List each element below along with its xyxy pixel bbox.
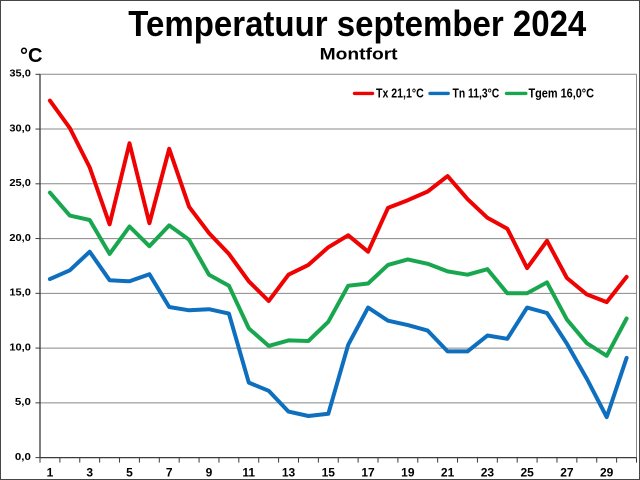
svg-text:25: 25 xyxy=(520,465,534,479)
svg-text:9: 9 xyxy=(206,465,213,479)
svg-text:Temperatuur september 2024: Temperatuur september 2024 xyxy=(128,3,586,44)
svg-text:Montfort: Montfort xyxy=(320,45,399,63)
svg-text:27: 27 xyxy=(560,465,574,479)
svg-text:35,0: 35,0 xyxy=(9,68,31,80)
svg-text:23: 23 xyxy=(481,465,495,479)
svg-text:Tn 11,3°C: Tn 11,3°C xyxy=(453,85,500,100)
svg-text:°C: °C xyxy=(20,45,43,67)
svg-text:13: 13 xyxy=(282,465,296,479)
svg-text:21: 21 xyxy=(441,465,455,479)
svg-text:15: 15 xyxy=(322,465,336,479)
svg-text:20,0: 20,0 xyxy=(9,232,31,244)
svg-text:5,0: 5,0 xyxy=(15,396,31,408)
svg-text:1: 1 xyxy=(47,465,54,479)
svg-text:7: 7 xyxy=(166,465,173,479)
svg-text:5: 5 xyxy=(126,465,133,479)
svg-text:29: 29 xyxy=(600,465,614,479)
svg-text:Tx 21,1°C: Tx 21,1°C xyxy=(376,85,424,100)
svg-text:15,0: 15,0 xyxy=(9,287,31,299)
svg-text:3: 3 xyxy=(86,465,93,479)
svg-text:25,0: 25,0 xyxy=(9,177,31,189)
svg-text:11: 11 xyxy=(242,465,255,479)
svg-text:Tgem 16,0°C: Tgem 16,0°C xyxy=(529,85,595,100)
svg-text:0,0: 0,0 xyxy=(15,451,31,463)
svg-text:10,0: 10,0 xyxy=(9,341,31,353)
svg-text:17: 17 xyxy=(361,465,375,479)
svg-text:19: 19 xyxy=(401,465,415,479)
svg-text:30,0: 30,0 xyxy=(9,122,31,134)
